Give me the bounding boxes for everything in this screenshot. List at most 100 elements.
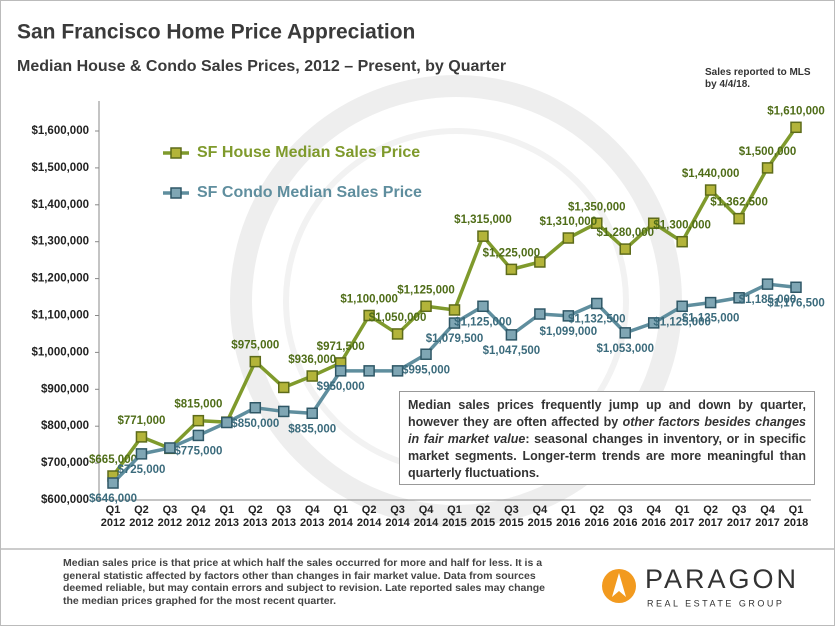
- x-tick-label: Q2 2014: [356, 504, 382, 529]
- marker: [505, 263, 518, 276]
- marker: [534, 308, 546, 320]
- data-label: $725,000: [117, 464, 165, 476]
- marker: [334, 365, 347, 377]
- marker: [477, 300, 489, 313]
- data-label: $1,610,000: [767, 105, 825, 117]
- data-label: $1,125,000: [454, 316, 512, 328]
- annotation-text: Median sales prices frequently jump up a…: [408, 398, 806, 429]
- data-label: $1,125,000: [653, 316, 711, 328]
- data-label: $1,125,000: [397, 284, 455, 296]
- marker: [761, 162, 774, 174]
- marker: [790, 281, 802, 294]
- legend-label: SF Condo Median Sales Price: [197, 184, 422, 201]
- marker: [306, 370, 318, 382]
- marker: [249, 402, 262, 414]
- marker: [676, 235, 688, 248]
- marker: [249, 355, 262, 368]
- data-label: $1,176,500: [767, 297, 825, 309]
- data-label: $971,500: [317, 341, 365, 353]
- data-label: $850,000: [231, 418, 279, 430]
- legend-marker: [170, 187, 182, 199]
- data-label: $1,300,000: [653, 220, 711, 232]
- marker: [704, 184, 717, 196]
- annotation-text: other factors besides changes in fair ma…: [408, 415, 806, 446]
- data-label: $975,000: [231, 340, 279, 352]
- y-tick-label: $1,000,000: [31, 346, 89, 358]
- marker: [164, 442, 176, 454]
- x-tick-label: Q1 2016: [556, 504, 581, 529]
- marker: [619, 243, 631, 255]
- x-tick-label: Q2 2017: [698, 504, 723, 529]
- x-tick-label: Q4 2015: [527, 504, 553, 529]
- marker: [420, 348, 432, 360]
- x-tick-label: Q2 2012: [129, 504, 154, 529]
- data-label: $1,280,000: [596, 227, 654, 239]
- data-label: $1,050,000: [369, 312, 427, 324]
- x-tick-label: Q4 2012: [186, 504, 211, 529]
- x-tick-label: Q4 2017: [755, 504, 780, 529]
- logo-icon: [612, 573, 626, 597]
- data-label: $1,362,500: [710, 197, 768, 209]
- marker: [704, 296, 717, 309]
- marker: [591, 217, 603, 229]
- data-label: $1,100,000: [340, 294, 398, 306]
- marker: [647, 217, 660, 229]
- x-tick-label: Q4 2013: [299, 504, 325, 529]
- marker: [135, 448, 148, 460]
- marker: [420, 300, 432, 313]
- chart-title: San Francisco Home Price Appreciation: [17, 21, 415, 44]
- data-label: $815,000: [174, 399, 222, 411]
- marker: [192, 414, 205, 427]
- x-tick-label: Q2 2015: [470, 504, 496, 529]
- x-tick-label: Q3 2012: [157, 504, 183, 529]
- x-tick-label: Q3 2016: [613, 504, 638, 529]
- y-tick-label: $1,100,000: [31, 310, 89, 322]
- logo-tagline: REAL ESTATE GROUP: [647, 598, 784, 608]
- marker: [221, 416, 233, 429]
- data-label: $1,315,000: [454, 214, 512, 226]
- y-tick-label: $1,600,000: [31, 125, 89, 137]
- y-tick-label: $600,000: [41, 494, 89, 506]
- marker: [733, 212, 745, 225]
- marker: [391, 365, 404, 377]
- marker: [278, 405, 290, 418]
- data-label: $771,000: [117, 415, 165, 427]
- x-tick-label: Q1 2015: [442, 504, 467, 529]
- y-tick-label: $1,400,000: [31, 199, 89, 211]
- x-tick-label: Q2 2016: [584, 504, 610, 529]
- x-tick-label: Q2 2013: [243, 504, 268, 529]
- marker: [733, 292, 745, 304]
- data-label: $1,500,000: [739, 146, 797, 158]
- marker: [363, 309, 375, 322]
- marker: [477, 230, 489, 242]
- y-tick-label: $1,200,000: [31, 273, 89, 285]
- x-tick-label: Q1 2014: [328, 504, 353, 529]
- data-label: $1,053,000: [596, 343, 654, 355]
- marker: [448, 317, 461, 329]
- data-label: $1,135,000: [682, 313, 740, 325]
- x-tick-label: Q1 2013: [214, 504, 240, 529]
- x-tick-label: Q1 2012: [100, 504, 126, 529]
- y-tick-label: $700,000: [41, 457, 89, 469]
- legend-label: SF House Median Sales Price: [197, 144, 420, 161]
- note: Sales reported to MLS by 4/4/18.: [705, 67, 811, 90]
- marker: [107, 477, 119, 489]
- data-label: $936,000: [288, 354, 336, 366]
- data-label: $665,000: [89, 454, 137, 466]
- marker: [391, 328, 404, 340]
- data-label: $1,099,000: [540, 326, 598, 338]
- data-label: $775,000: [174, 445, 222, 457]
- data-label: $950,000: [317, 381, 365, 393]
- y-tick-label: $900,000: [41, 383, 89, 395]
- marker: [363, 365, 375, 377]
- data-label: $1,047,500: [483, 345, 541, 357]
- marker: [562, 310, 575, 322]
- marker: [761, 278, 774, 290]
- marker: [278, 381, 290, 394]
- x-tick-label: Q1 2017: [669, 504, 695, 529]
- chart-subtitle: Median House & Condo Sales Prices, 2012 …: [17, 58, 506, 75]
- annotation-text: : seasonal changes in inventory, or in s…: [408, 432, 806, 480]
- data-label: $1,440,000: [682, 168, 740, 180]
